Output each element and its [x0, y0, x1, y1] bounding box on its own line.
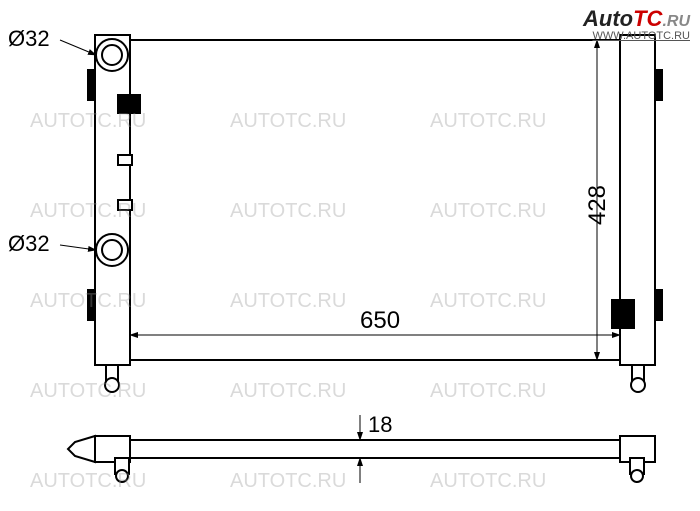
callout-port-bottom-label: Ø32: [8, 231, 50, 256]
callout-port-top-label: Ø32: [8, 26, 50, 51]
dim-thickness-label: 18: [368, 412, 392, 437]
left-tank: [88, 35, 140, 392]
technical-drawing: 650 428 Ø32 Ø32 18: [0, 0, 700, 511]
site-logo: AutoTC.RU WWW.AUTOTC.RU: [583, 6, 690, 42]
radiator-side-view: [68, 436, 655, 482]
logo-url: WWW.AUTOTC.RU: [583, 30, 690, 42]
radiator-front-view: [88, 35, 662, 392]
logo-part2: TC: [633, 6, 662, 31]
callout-port-bottom: [60, 245, 96, 250]
callout-port-top: [60, 40, 96, 55]
logo-part1: Auto: [583, 6, 633, 31]
logo-part3: .RU: [662, 13, 690, 30]
dim-height-label: 428: [584, 185, 611, 225]
dim-width-label: 650: [360, 307, 400, 334]
